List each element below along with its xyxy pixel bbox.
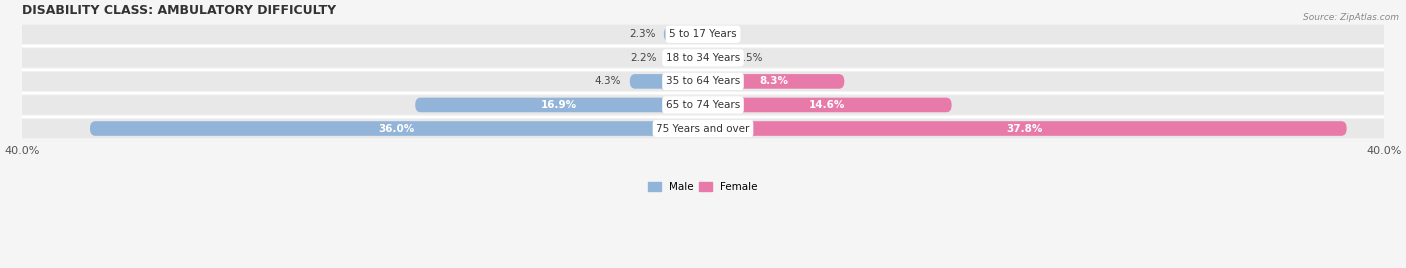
Text: 36.0%: 36.0% [378, 124, 415, 133]
Text: 0.0%: 0.0% [711, 29, 738, 39]
Text: Source: ZipAtlas.com: Source: ZipAtlas.com [1303, 13, 1399, 23]
FancyBboxPatch shape [22, 72, 1384, 91]
FancyBboxPatch shape [22, 95, 1384, 115]
Text: 65 to 74 Years: 65 to 74 Years [666, 100, 740, 110]
Text: 8.3%: 8.3% [759, 76, 789, 86]
FancyBboxPatch shape [703, 74, 845, 89]
FancyBboxPatch shape [664, 27, 703, 42]
Text: 2.3%: 2.3% [628, 29, 655, 39]
Text: 1.5%: 1.5% [737, 53, 763, 63]
Text: 35 to 64 Years: 35 to 64 Years [666, 76, 740, 86]
FancyBboxPatch shape [22, 25, 1384, 44]
FancyBboxPatch shape [22, 119, 1384, 138]
FancyBboxPatch shape [90, 121, 703, 136]
Text: 37.8%: 37.8% [1007, 124, 1043, 133]
Text: DISABILITY CLASS: AMBULATORY DIFFICULTY: DISABILITY CLASS: AMBULATORY DIFFICULTY [22, 4, 336, 17]
FancyBboxPatch shape [703, 121, 1347, 136]
Legend: Male, Female: Male, Female [644, 178, 762, 196]
FancyBboxPatch shape [703, 98, 952, 112]
FancyBboxPatch shape [22, 48, 1384, 68]
Text: 4.3%: 4.3% [595, 76, 621, 86]
FancyBboxPatch shape [703, 51, 728, 65]
Text: 2.2%: 2.2% [630, 53, 657, 63]
FancyBboxPatch shape [630, 74, 703, 89]
FancyBboxPatch shape [665, 51, 703, 65]
Text: 16.9%: 16.9% [541, 100, 578, 110]
Text: 18 to 34 Years: 18 to 34 Years [666, 53, 740, 63]
FancyBboxPatch shape [415, 98, 703, 112]
Text: 5 to 17 Years: 5 to 17 Years [669, 29, 737, 39]
Text: 75 Years and over: 75 Years and over [657, 124, 749, 133]
Text: 14.6%: 14.6% [808, 100, 845, 110]
